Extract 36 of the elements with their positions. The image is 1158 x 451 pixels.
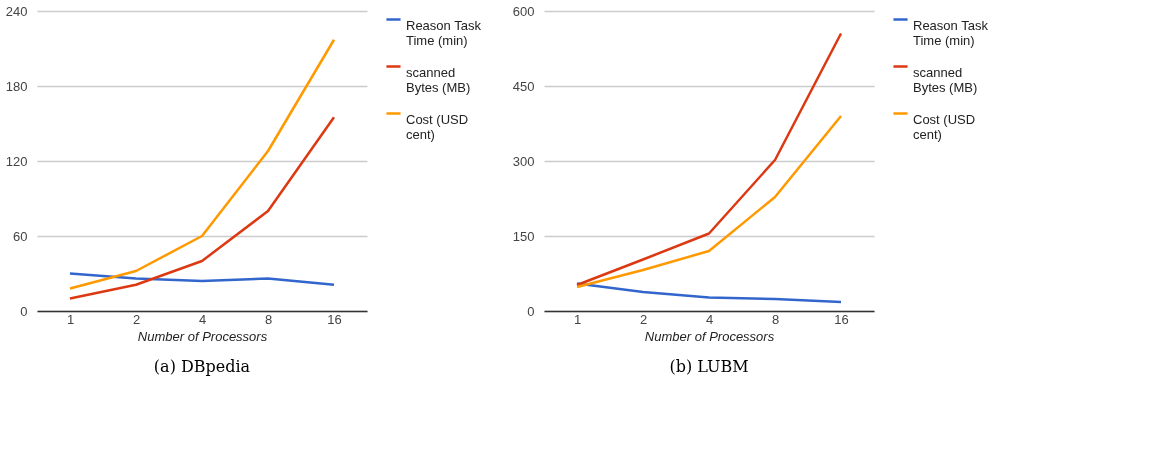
text: (b) LUBM (669, 357, 749, 376)
legend-label: Cost (USD cent) (913, 111, 976, 142)
x-tick-label: 8 (264, 311, 273, 327)
text: (a) DBpedia (153, 357, 251, 376)
line-series (575, 282, 843, 304)
x-tick-label: 4 (198, 311, 207, 327)
legend-label: scanned Bytes (MB) (406, 64, 471, 95)
x-tick-label: 2 (639, 311, 648, 327)
y-tick-label: 240 (5, 3, 28, 19)
y-tick-label: 60 (13, 228, 28, 244)
legend-label: Cost (USD cent) (406, 111, 469, 142)
y-tick-label: 0 (527, 303, 535, 319)
line-series (68, 116, 336, 300)
y-tick-label: 0 (20, 303, 28, 319)
legend-label: Reason Task Time (min) (406, 17, 482, 48)
x-axis-title: Number of Processors (137, 328, 268, 344)
x-tick-label: 16 (834, 311, 849, 327)
line-series (68, 38, 336, 290)
line-series (575, 32, 843, 287)
y-tick-label: 300 (512, 153, 535, 169)
x-tick-label: 1 (573, 311, 582, 327)
y-tick-label: 120 (5, 153, 28, 169)
legend-label: scanned Bytes (MB) (913, 64, 978, 95)
y-tick-label: 450 (512, 78, 535, 94)
x-axis-title: Number of Processors (644, 328, 775, 344)
y-tick-label: 150 (512, 228, 535, 244)
y-tick-label: 180 (5, 78, 28, 94)
line-series (575, 114, 843, 289)
legend-label: Reason Task Time (min) (913, 17, 989, 48)
line-series (68, 272, 336, 286)
x-tick-label: 2 (132, 311, 141, 327)
x-tick-label: 16 (327, 311, 342, 327)
y-tick-label: 600 (512, 3, 535, 19)
x-tick-label: 1 (66, 311, 75, 327)
x-tick-label: 8 (771, 311, 780, 327)
x-tick-label: 4 (705, 311, 714, 327)
